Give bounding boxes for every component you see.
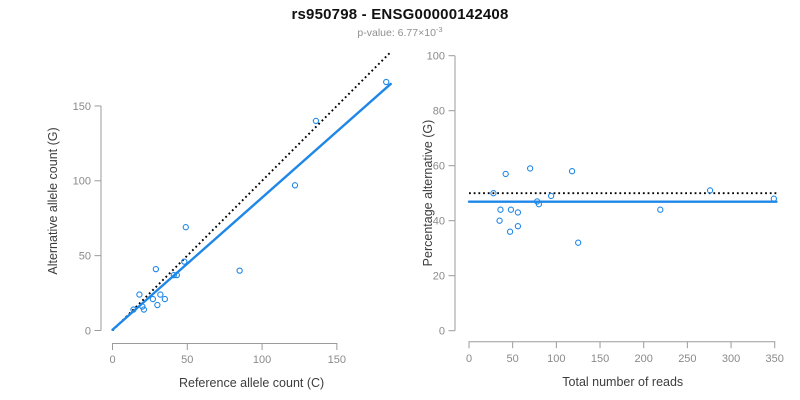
right-plot: 0 20 40 60 80 100 0 50 100 150 200 250 300 350 Total n… (421, 51, 784, 390)
y-axis-title: Percentage alternative (G) (421, 120, 435, 267)
data-point (154, 301, 161, 309)
data-point (181, 258, 188, 265)
data-point (130, 306, 137, 313)
y-tick-label: 60 (433, 161, 445, 173)
x-tick-label: 350 (766, 353, 784, 365)
y-tick-label: 40 (433, 216, 445, 228)
data-point (236, 267, 243, 274)
x-tick-label: 100 (547, 353, 565, 365)
y-tick-label: 0 (85, 325, 91, 337)
y-tick-label: 100 (73, 176, 91, 188)
data-point (770, 195, 778, 202)
y-tick-label: 50 (79, 250, 91, 262)
data-point (507, 206, 515, 213)
x-tick-label: 300 (722, 353, 740, 365)
x-tick-label: 200 (635, 353, 653, 365)
data-point (568, 168, 576, 175)
x-tick-label: 50 (507, 353, 519, 365)
data-point (291, 182, 299, 189)
data-point (575, 239, 582, 246)
data-point (170, 271, 177, 279)
data-point (152, 265, 160, 273)
data-point (502, 170, 509, 178)
p-value-exponent: -3 (435, 25, 443, 34)
data-point (514, 209, 522, 216)
data-point (535, 201, 543, 208)
data-point (547, 192, 555, 200)
data-point (140, 306, 148, 313)
x-tick-label: 50 (181, 354, 193, 366)
x-tick-label: 0 (466, 353, 472, 365)
data-point (139, 303, 146, 310)
data-point (149, 295, 157, 303)
y-tick-label: 0 (439, 326, 445, 338)
data-point (383, 78, 390, 86)
data-point (312, 117, 320, 125)
x-tick-label: 100 (253, 354, 271, 366)
data-point (173, 271, 180, 279)
data-point (526, 165, 534, 172)
p-value-text: p-value: 6.77×10 (357, 27, 436, 39)
data-point (490, 190, 497, 197)
y-tick-label: 20 (433, 271, 445, 283)
x-tick-label: 150 (328, 354, 346, 366)
data-point (496, 217, 503, 224)
x-axis-title: Reference allele count (C) (179, 376, 324, 390)
p-value-subtitle: p-value: 6.77×10-3 (0, 25, 800, 39)
regression-line (111, 82, 392, 331)
left-plot: 0 50 100 150 0 50 100 150 Reference allele count… (46, 51, 392, 390)
plot-title: rs950798 - ENSG00000142408 (291, 6, 509, 23)
data-point (182, 224, 189, 231)
data-point (506, 228, 514, 235)
data-point (157, 291, 164, 298)
x-tick-label: 0 (109, 354, 115, 366)
x-tick-label: 150 (591, 353, 609, 365)
data-point (136, 291, 143, 298)
y-tick-label: 150 (73, 101, 91, 113)
data-point (514, 223, 522, 230)
data-point (161, 295, 168, 303)
data-point (657, 206, 664, 213)
data-point (706, 187, 714, 194)
y-tick-label: 80 (433, 106, 445, 118)
identity-dotted-line (111, 51, 392, 332)
x-axis-title: Total number of reads (562, 375, 683, 389)
y-axis-title: Alternative allele count (G) (46, 127, 60, 274)
x-tick-label: 250 (678, 353, 696, 365)
y-tick-label: 100 (427, 51, 445, 63)
data-point (497, 206, 504, 213)
